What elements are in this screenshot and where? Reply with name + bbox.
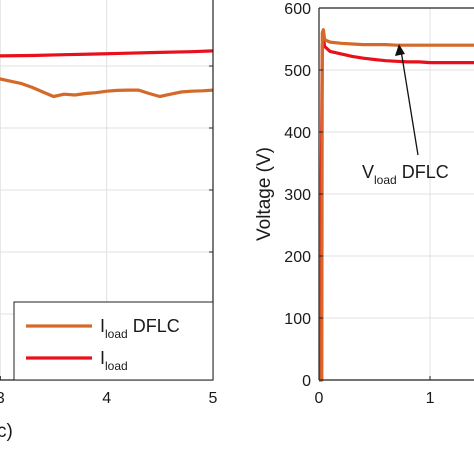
y-tick-label: 300 xyxy=(284,187,311,204)
panel-label: c) xyxy=(0,421,13,442)
y-tick-label: 200 xyxy=(284,249,311,266)
y-tick-label: 500 xyxy=(284,63,311,80)
right-chart-panel: 0 100 200 300 400 500 600 0 1 Voltage (V) Vload DF… xyxy=(254,1,474,407)
y-axis-title: Voltage (V) xyxy=(254,147,275,241)
annotation-arrowhead xyxy=(394,43,405,56)
x-tick-label: 5 xyxy=(209,390,218,407)
annotation-label: Vload DFLC xyxy=(362,162,449,187)
series-line xyxy=(319,36,474,382)
x-tick-label: 4 xyxy=(102,390,111,407)
y-tick-label: 600 xyxy=(284,1,311,18)
legend-entry-label: Iload xyxy=(100,348,128,373)
series-line xyxy=(0,77,214,99)
x-tick-label: 1 xyxy=(426,390,435,407)
annotation-arrow xyxy=(400,49,419,156)
legend-box xyxy=(13,301,214,381)
legend: Iload DFLC Iload xyxy=(13,301,214,381)
series-line xyxy=(0,49,214,58)
legend-entry-label: Iload DFLC xyxy=(100,316,180,341)
left-chart-panel: 3 4 5 c) Iload DFLC Iload xyxy=(0,0,218,442)
series-line xyxy=(319,28,474,382)
y-tick-label: 400 xyxy=(284,125,311,142)
x-tick-label: 0 xyxy=(315,390,324,407)
y-tick-label: 100 xyxy=(284,311,311,328)
x-tick-label: 3 xyxy=(0,390,5,407)
y-tick-label: 0 xyxy=(302,373,311,390)
